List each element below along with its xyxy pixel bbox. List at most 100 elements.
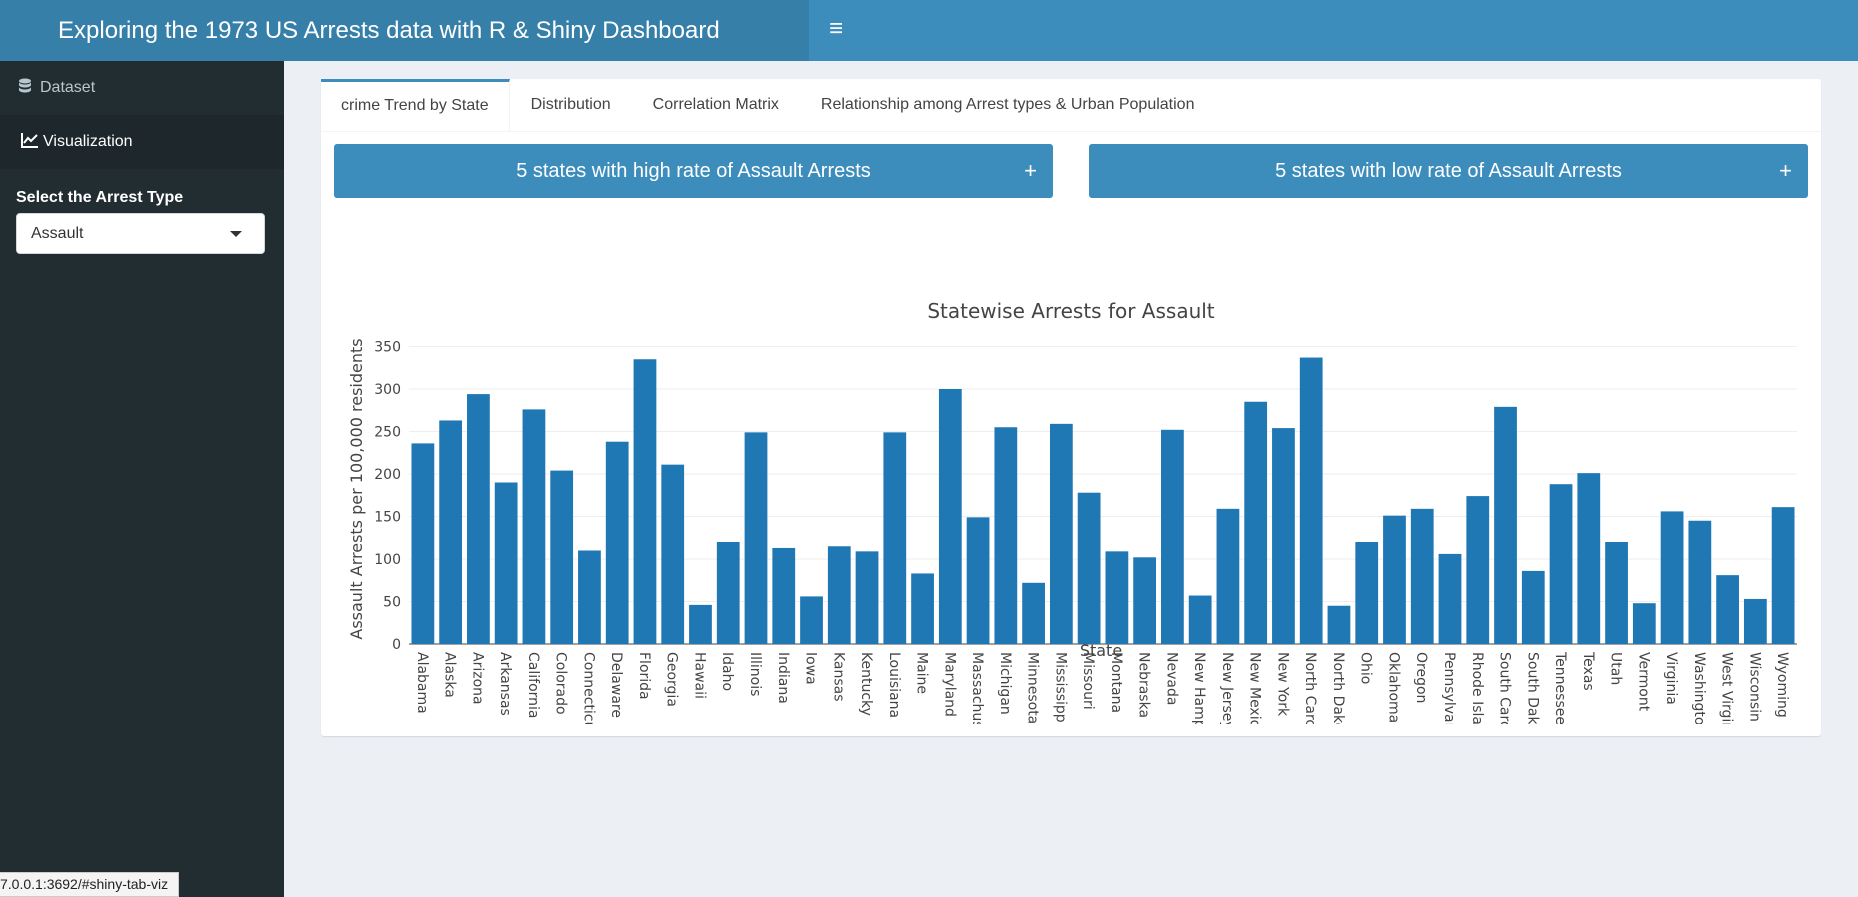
bar-illinois[interactable] xyxy=(744,432,768,644)
x-tick-label: New Hampshire xyxy=(1191,652,1207,724)
bar-maine[interactable] xyxy=(911,573,934,644)
low-box-title: 5 states with low rate of Assault Arrest… xyxy=(1275,160,1622,182)
x-tick-label: Mississippi xyxy=(1052,652,1068,724)
chevron-down-icon xyxy=(230,231,242,237)
x-tick-label: Vermont xyxy=(1635,652,1651,712)
x-tick-label: Maine xyxy=(914,652,930,694)
bar-new-york[interactable] xyxy=(1272,428,1295,644)
bar-vermont[interactable] xyxy=(1632,603,1656,644)
bar-indiana[interactable] xyxy=(772,547,796,644)
bar-louisiana[interactable] xyxy=(883,432,907,644)
sidebar-item-dataset[interactable]: Dataset xyxy=(0,61,284,115)
x-tick-label: North Carolina xyxy=(1302,652,1318,724)
expand-icon[interactable]: + xyxy=(1779,158,1792,183)
bar-new-jersey[interactable] xyxy=(1216,508,1240,644)
hamburger-icon[interactable]: ≡ xyxy=(828,15,843,42)
y-tick-label: 200 xyxy=(374,467,401,483)
arrest-type-label: Select the Arrest Type xyxy=(16,189,184,206)
bar-kentucky[interactable] xyxy=(855,551,879,644)
x-tick-label: Utah xyxy=(1608,652,1624,685)
bar-ohio[interactable] xyxy=(1355,542,1379,644)
x-tick-label: Delaware xyxy=(608,652,624,718)
y-tick-labels: 0 50 100 150 200 250 300 350 xyxy=(374,340,401,654)
high-assault-box[interactable]: 5 states with high rate of Assault Arres… xyxy=(334,144,1053,198)
bar-maryland[interactable] xyxy=(938,389,962,644)
x-tick-label: West Virginia xyxy=(1719,652,1735,724)
bar-tennessee[interactable] xyxy=(1549,484,1573,644)
bar-rhode-island[interactable] xyxy=(1466,496,1490,644)
x-tick-label: Montana xyxy=(1108,652,1124,713)
x-tick-label: Ohio xyxy=(1358,652,1374,684)
bar-texas[interactable] xyxy=(1577,473,1601,644)
tab-distribution[interactable]: Distribution xyxy=(530,96,611,113)
bar-oklahoma[interactable] xyxy=(1383,515,1406,644)
bar-pennsylvania[interactable] xyxy=(1438,553,1462,644)
bar-iowa[interactable] xyxy=(800,596,823,644)
bar-hawaii[interactable] xyxy=(689,604,712,644)
bar-california[interactable] xyxy=(522,409,546,644)
bar-montana[interactable] xyxy=(1105,551,1129,644)
low-assault-box[interactable]: 5 states with low rate of Assault Arrest… xyxy=(1089,144,1808,198)
x-tick-label: Pennsylvania xyxy=(1441,652,1457,724)
bar-idaho[interactable] xyxy=(716,542,740,644)
x-tick-label: Oklahoma xyxy=(1385,652,1401,723)
bar-new-mexico[interactable] xyxy=(1244,401,1268,644)
bar-alaska[interactable] xyxy=(439,420,463,644)
bar-new-hampshire[interactable] xyxy=(1188,595,1212,644)
x-tick-label: Maryland xyxy=(941,652,957,717)
bar-utah[interactable] xyxy=(1605,542,1628,644)
x-tick-label: Louisiana xyxy=(886,652,902,718)
bar-arkansas[interactable] xyxy=(494,482,518,645)
x-tick-label: Tennessee xyxy=(1552,651,1568,724)
bar-colorado[interactable] xyxy=(550,470,574,644)
bar-georgia[interactable] xyxy=(661,464,685,644)
bar-missouri[interactable] xyxy=(1077,492,1101,644)
chart-title: Statewise Arrests for Assault xyxy=(927,299,1214,323)
bar-connecticut[interactable] xyxy=(578,550,601,645)
x-tick-label: Washington xyxy=(1691,652,1707,724)
bar-kansas[interactable] xyxy=(827,546,851,644)
expand-icon[interactable]: + xyxy=(1024,158,1037,183)
bar-massachusetts[interactable] xyxy=(966,517,990,644)
bar-florida[interactable] xyxy=(633,359,657,644)
y-tick-label: 100 xyxy=(374,552,401,568)
bar-michigan[interactable] xyxy=(994,427,1018,644)
x-tick-label: Texas xyxy=(1580,651,1596,691)
x-tick-label: Rhode Island xyxy=(1469,652,1485,724)
x-tick-label: Alabama xyxy=(414,652,430,714)
bar-washington[interactable] xyxy=(1688,520,1712,644)
y-tick-label: 150 xyxy=(374,510,401,526)
sidebar-item-visualization[interactable]: Visualization xyxy=(0,115,284,169)
x-tick-label: Minnesota xyxy=(1025,652,1041,724)
x-tick-label: Virginia xyxy=(1663,652,1679,705)
bar-mississippi[interactable] xyxy=(1049,423,1073,644)
bar-nevada[interactable] xyxy=(1161,429,1184,644)
tab-correlation-matrix[interactable]: Correlation Matrix xyxy=(652,96,779,113)
bar-nebraska[interactable] xyxy=(1133,557,1157,644)
bar-oregon[interactable] xyxy=(1410,508,1434,644)
tab-relationship[interactable]: Relationship among Arrest types & Urban … xyxy=(820,96,1195,113)
bar-north-dakota[interactable] xyxy=(1327,605,1351,644)
tab-crime-trend[interactable]: crime Trend by State xyxy=(321,79,510,132)
x-tick-label: Indiana xyxy=(775,652,791,704)
bar-west-virginia[interactable] xyxy=(1716,575,1739,644)
bar-wisconsin[interactable] xyxy=(1743,598,1767,644)
x-tick-label: New Mexico xyxy=(1247,652,1263,724)
bar-arizona[interactable] xyxy=(467,394,490,644)
bar-virginia[interactable] xyxy=(1660,511,1684,644)
x-tick-label: Nevada xyxy=(1163,652,1179,705)
x-tick-label: North Dakota xyxy=(1330,652,1346,724)
x-tick-label: Nebraska xyxy=(1136,652,1152,718)
x-tick-label: Colorado xyxy=(553,652,569,715)
bar-south-carolina[interactable] xyxy=(1494,406,1517,644)
bar-alabama[interactable] xyxy=(411,443,435,644)
x-tick-label: New York xyxy=(1274,652,1290,717)
bar-north-carolina[interactable] xyxy=(1299,357,1323,644)
bar-wyoming[interactable] xyxy=(1771,507,1795,644)
bar-south-dakota[interactable] xyxy=(1521,570,1545,644)
bar-minnesota[interactable] xyxy=(1022,582,1045,644)
arrest-type-select[interactable]: Assault xyxy=(16,213,265,254)
bar-delaware[interactable] xyxy=(605,441,629,644)
status-url: 7.0.0.1:3692/#shiny-tab-viz xyxy=(0,872,180,897)
x-tick-label: South Carolina xyxy=(1497,652,1513,724)
